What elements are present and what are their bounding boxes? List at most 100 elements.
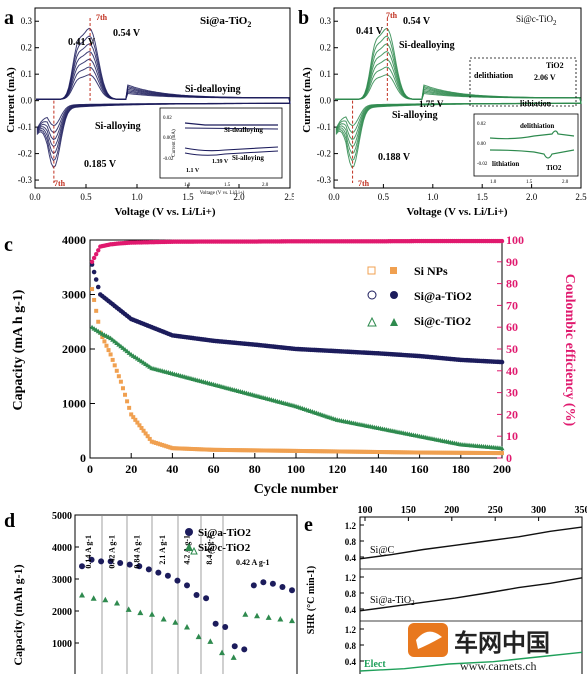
rate-label-6: 0.42 A g-1: [236, 558, 270, 567]
svg-text:1.0: 1.0: [490, 180, 497, 185]
point: [266, 614, 272, 620]
svg-text:2.06 V: 2.06 V: [534, 73, 556, 82]
x-tick-label: 200: [444, 505, 459, 516]
point: [260, 579, 266, 585]
panel-a-xlabel: Voltage (V vs. Li/Li+): [115, 206, 216, 218]
y-tick-label: 5000: [52, 511, 72, 522]
x-tick-label: 100: [287, 462, 305, 476]
panel-c-y2label: Coulombic efficiency (%): [562, 274, 577, 427]
y-tick-label: 0.4: [345, 657, 357, 667]
x-tick-label: 40: [166, 462, 178, 476]
point: [126, 606, 132, 612]
svg-text:Si@a-TiO2: Si@a-TiO2: [414, 289, 472, 303]
y-tick-label: 0.8: [345, 537, 357, 547]
svg-text:Si-alloying: Si-alloying: [232, 154, 264, 162]
panel-a: a Si@a-TiO2 -0.3-0.2-0.10.00.10.20.3 0.0…: [0, 0, 294, 225]
svg-text:Voltage (V vs. Li/Li+): Voltage (V vs. Li/Li+): [200, 191, 245, 196]
y-tick-label: 1.2: [345, 521, 357, 531]
svg-text:0.188 V: 0.188 V: [378, 152, 411, 163]
svg-text:0.00: 0.00: [163, 136, 172, 141]
svg-text:0.02: 0.02: [163, 116, 172, 121]
svg-text:1.1 V: 1.1 V: [186, 168, 200, 174]
y-tick-label: 0.3: [320, 16, 332, 26]
ce-point: [92, 256, 96, 260]
svg-text:delithiation: delithiation: [520, 122, 554, 130]
y-tick-label: 0.2: [320, 43, 331, 53]
x-tick-label: 80: [249, 462, 261, 476]
y-tick-label: 0.4: [345, 553, 357, 563]
point: [111, 358, 115, 362]
y-tick-label: 0.3: [21, 16, 33, 26]
point: [194, 592, 200, 598]
point: [184, 624, 190, 630]
svg-text:1.0: 1.0: [184, 183, 191, 188]
x-tick-label: 0.0: [328, 192, 340, 202]
panel-d-legend: Si@a-TiO2 Si@c-TiO2: [185, 527, 251, 554]
panel-c-xlabel: Cycle number: [254, 482, 338, 497]
y-tick-label: 1.2: [345, 573, 357, 583]
panel-a-annot-alloy: Si-alloying: [95, 121, 141, 132]
point: [92, 270, 97, 275]
point: [207, 638, 213, 644]
point: [117, 374, 121, 378]
point: [94, 309, 98, 313]
svg-text:Current (mA): Current (mA): [172, 129, 177, 157]
point: [91, 595, 97, 601]
panel-b-xlabel: Voltage (V vs. Li/Li+): [407, 206, 508, 218]
x-tick-label: 0: [87, 462, 93, 476]
x-tick-label: 140: [369, 462, 387, 476]
point: [277, 616, 283, 622]
x-tick-label: 160: [411, 462, 429, 476]
point: [251, 582, 257, 588]
svg-text:Si@a-TiO2: Si@a-TiO2: [198, 527, 251, 539]
svg-text:lithiation: lithiation: [520, 99, 552, 108]
svg-text:Si-dealloying: Si-dealloying: [399, 40, 455, 51]
x-tick-label: 1.0: [427, 192, 439, 202]
svg-text:7th: 7th: [358, 179, 370, 188]
x-tick-label: 1.0: [131, 192, 143, 202]
point: [115, 369, 119, 373]
x-tick-label: 150: [401, 505, 416, 516]
point: [102, 339, 106, 343]
y-tick-label: 0.1: [320, 69, 331, 79]
panel-b-y-ticks: -0.3-0.2-0.10.00.10.20.3: [317, 16, 338, 185]
y-tick-label: 1000: [52, 639, 72, 650]
point: [137, 610, 143, 616]
x-tick-label: 100: [358, 505, 373, 516]
x-tick-label: 0.5: [80, 192, 92, 202]
y-tick-label: -0.3: [18, 175, 33, 185]
x-tick-label: 2.0: [526, 192, 538, 202]
panel-a-annot-7th-top: 7th: [96, 13, 108, 22]
point: [242, 611, 248, 617]
panel-b: b Si@c-TiO2 -0.3-0.2-0.10.00.10.20.3 0.0…: [294, 0, 587, 225]
svg-text:0.41 V: 0.41 V: [356, 26, 384, 37]
x-tick-label: 1.5: [477, 192, 489, 202]
panel-a-annot-0185: 0.185 V: [84, 159, 117, 170]
svg-text:2.0: 2.0: [262, 183, 269, 188]
point: [241, 646, 247, 652]
series-0: [90, 287, 504, 455]
ce-point: [94, 252, 98, 256]
panel-c-letter: c: [4, 234, 13, 256]
panel-b-inset: delithiation lithiation TiO2 1.0 1.5 2.0…: [474, 114, 578, 185]
panel-a-annot-054: 0.54 V: [113, 28, 141, 39]
y-tick-label: -0.2: [317, 149, 331, 159]
x-tick-label: 2.5: [284, 192, 294, 202]
y-tick-label: 1000: [62, 397, 86, 411]
y2-tick-label: 20: [506, 407, 518, 421]
y2-tick-label: 70: [506, 298, 518, 312]
x-tick-label: 20: [125, 462, 137, 476]
y2-tick-label: 90: [506, 255, 518, 269]
panel-a-ylabel: Current (mA): [5, 67, 17, 133]
y-tick-label: -0.1: [18, 122, 32, 132]
point: [155, 570, 161, 576]
panel-b-ylabel: Current (mA): [301, 67, 313, 133]
x-tick-label: 350: [575, 505, 587, 516]
y-tick-label: 0: [80, 451, 86, 465]
svg-text:TiO2: TiO2: [546, 164, 562, 172]
point: [125, 399, 129, 403]
panel-c-ylabel: Capacity (mA h g-1): [11, 289, 26, 410]
y-tick-label: 4000: [52, 543, 72, 554]
